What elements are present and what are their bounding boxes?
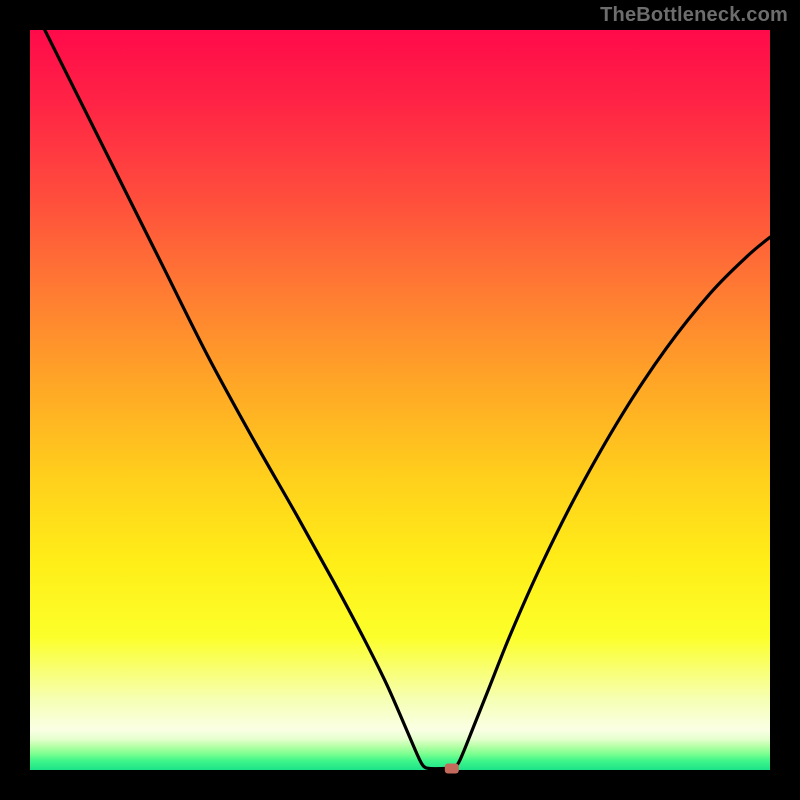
optimal-marker (445, 764, 459, 774)
chart-container: TheBottleneck.com (0, 0, 800, 800)
watermark-text: TheBottleneck.com (600, 4, 788, 27)
plot-area (30, 30, 770, 770)
chart-svg (0, 0, 800, 800)
